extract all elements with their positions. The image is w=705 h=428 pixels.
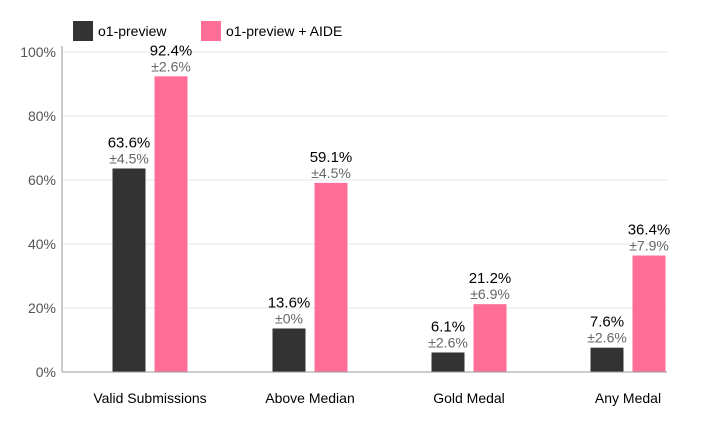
error-label: ±2.6% [151, 58, 191, 74]
x-tick-label: Above Median [265, 390, 355, 406]
bar [272, 328, 306, 372]
bars [112, 76, 666, 372]
bar [473, 304, 507, 372]
value-label: 92.4% [150, 42, 193, 59]
error-label: ±4.5% [311, 165, 351, 181]
error-label: ±6.9% [470, 286, 510, 302]
y-tick-label: 20% [28, 300, 56, 316]
value-label: 59.1% [310, 149, 353, 166]
legend-swatch [73, 21, 93, 41]
grid [62, 51, 667, 309]
value-label: 63.6% [108, 134, 151, 151]
error-label: ±4.5% [109, 150, 149, 166]
y-tick-label: 80% [28, 108, 56, 124]
bar [314, 182, 348, 372]
y-tick-label: 0% [36, 364, 56, 380]
bar [590, 347, 624, 372]
x-tick-label: Any Medal [595, 390, 661, 406]
error-label: ±2.6% [587, 330, 627, 346]
value-label: 21.2% [469, 270, 512, 287]
data-labels: 63.6%±4.5%92.4%±2.6%13.6%±0%59.1%±4.5%6.… [108, 42, 671, 350]
error-label: ±7.9% [629, 238, 669, 254]
x-tick-label: Valid Submissions [93, 390, 206, 406]
legend-swatch [201, 21, 221, 41]
value-label: 13.6% [268, 294, 311, 311]
y-tick-label: 60% [28, 172, 56, 188]
legend-label: o1-preview + AIDE [226, 23, 342, 39]
error-label: ±0% [275, 310, 303, 326]
bar [112, 168, 146, 372]
value-label: 36.4% [628, 222, 671, 239]
value-label: 6.1% [431, 318, 465, 335]
axes: 0% 20% 40% 60% 80% 100% Valid Submissions Above… [20, 44, 667, 406]
bar [431, 352, 465, 372]
bar [632, 255, 666, 372]
legend: o1-preview o1-preview + AIDE [73, 21, 342, 41]
y-tick-label: 100% [20, 44, 56, 60]
bar [154, 76, 188, 372]
error-label: ±2.6% [428, 334, 468, 350]
legend-label: o1-preview [98, 23, 167, 39]
x-tick-label: Gold Medal [433, 390, 505, 406]
y-tick-label: 40% [28, 236, 56, 252]
value-label: 7.6% [590, 314, 624, 331]
